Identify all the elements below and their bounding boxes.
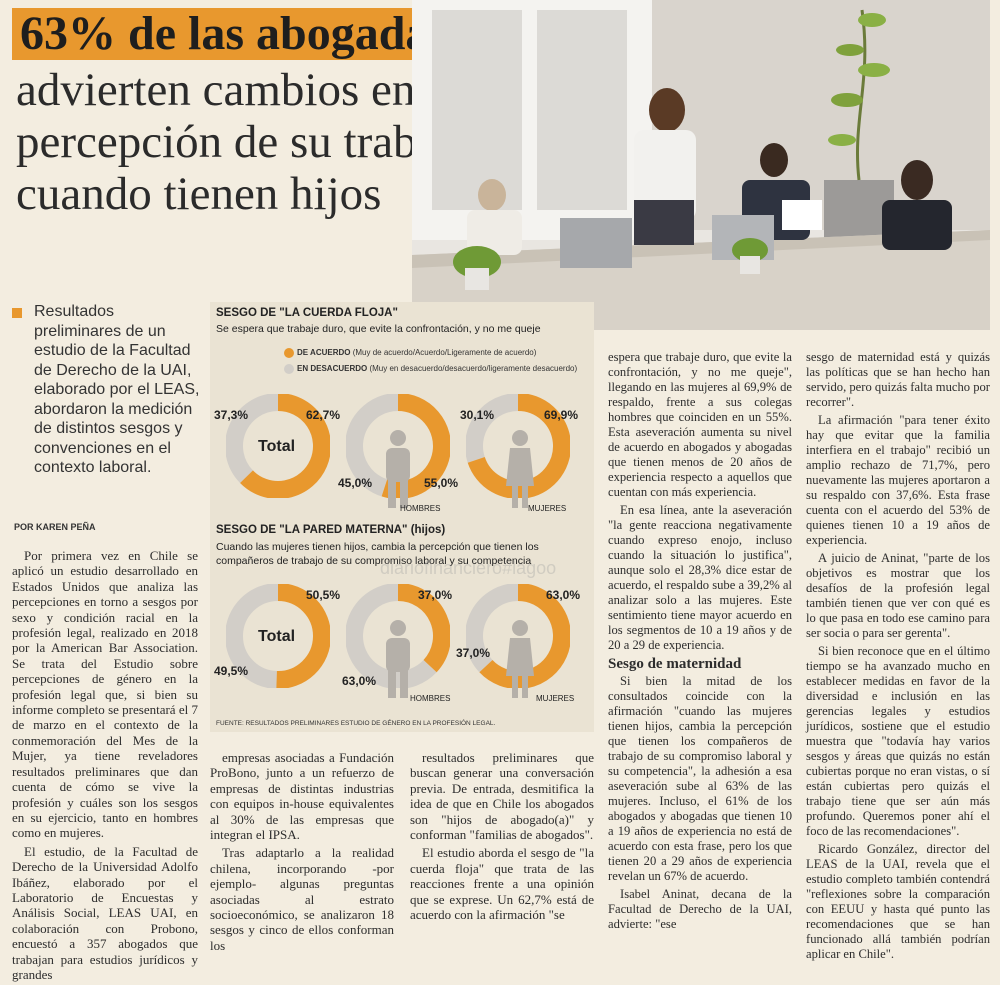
donut-slice-agree [397, 584, 450, 673]
man-silhouette-icon [386, 620, 410, 698]
pct-pared-mujeres-disagree: 37,0% [456, 646, 491, 660]
infographic: SESGO DE "LA CUERDA FLOJA" Se espera que… [210, 302, 594, 732]
section2-subtitle-1: Cuando las mujeres tienen hijos, cambia … [216, 541, 539, 553]
watermark: diariofinanciero#lagoo [380, 558, 557, 578]
headline: 63% de las abogadas advierten cambios en… [12, 8, 592, 220]
paragraph: sesgo de maternidad está y quizás las po… [806, 350, 990, 409]
lead-summary: Resultados preliminares de un estudio de… [12, 302, 200, 478]
legend-agree: DE ACUERDO (Muy de acuerdo/Acuerdo/Liger… [284, 348, 536, 358]
legend-agree-detail: (Muy de acuerdo/Acuerdo/Ligeramente de a… [352, 348, 537, 358]
pct-cuerda-total-disagree: 37,3% [214, 408, 249, 422]
donut-chart-pared-mujeres [466, 584, 570, 688]
article-column-3: resultados preliminares que buscan gener… [410, 750, 594, 925]
headline-highlight: 63% de las abogadas [12, 8, 457, 60]
article-column-1: Por primera vez en Chile se aplicó un es… [12, 548, 198, 985]
donut-slice-disagree [466, 584, 519, 673]
paragraph: Por primera vez en Chile se aplicó un es… [12, 548, 198, 841]
pct-pared-total-agree: 50,5% [306, 588, 341, 602]
paragraph: Si bien la mitad de los consultados coin… [608, 674, 792, 883]
woman-silhouette-icon [506, 430, 534, 508]
byline: POR KAREN PEÑA [14, 522, 96, 532]
donut-slice-agree [479, 584, 570, 688]
donut-slice-disagree [226, 394, 279, 483]
headline-line-2: advierten cambios en la [16, 64, 462, 116]
pct-cuerda-mujeres-agree: 69,9% [544, 408, 579, 422]
section2-subtitle-2: compañeros de trabajo de su compromiso l… [216, 555, 532, 567]
pct-cuerda-mujeres-disagree: 30,1% [460, 408, 495, 422]
paragraph: El estudio, de la Facultad de Derecho de… [12, 843, 198, 982]
paragraph: Isabel Aninat, decana de la Facultad de … [608, 887, 792, 931]
paragraph: empresas asociadas a Fundación ProBono, … [210, 750, 394, 843]
pct-pared-hombres-disagree: 63,0% [342, 674, 377, 688]
donut-slice-disagree [466, 394, 519, 463]
pct-pared-hombres-agree: 37,0% [418, 588, 453, 602]
donut-chart-pared-hombres [346, 584, 450, 688]
legend-disagree-detail: (Muy en desacuerdo/desacuerdo/ligerament… [369, 364, 578, 374]
donut-slice-disagree [346, 394, 399, 497]
donut-chart-cuerda-total [226, 394, 330, 498]
section1-subtitle: Se espera que trabaje duro, que evite la… [216, 323, 541, 335]
lead-text: Resultados preliminares de un estudio de… [34, 303, 200, 476]
legend-disagree-swatch [284, 364, 294, 374]
women-label: MUJERES [528, 504, 567, 513]
article-column-4: espera que trabaje duro, que evite la co… [608, 350, 792, 935]
article-column-5: sesgo de maternidad está y quizás las po… [806, 350, 990, 965]
donut-slice-disagree [346, 584, 437, 688]
headline-line-3: percepción de su trabajo [16, 116, 475, 168]
men-label: HOMBRES [410, 694, 451, 703]
donut-slice-agree [240, 394, 330, 498]
subhead-maternidad: Sesgo de maternidad [608, 656, 742, 672]
pct-cuerda-total-agree: 62,7% [306, 408, 341, 422]
donut-slice-agree [467, 394, 570, 498]
legend-agree-label: DE ACUERDO [297, 348, 351, 358]
article-column-2: empresas asociadas a Fundación ProBono, … [210, 750, 394, 956]
paragraph: En esa línea, ante la aseveración "la ge… [608, 503, 792, 652]
section2-title: SESGO DE "LA PARED MATERNA" (hijos) [216, 524, 446, 536]
pct-pared-mujeres-agree: 63,0% [546, 588, 581, 602]
legend-disagree-label: EN DESACUERDO [297, 364, 368, 374]
paragraph: Ricardo González, director del LEAS de l… [806, 842, 990, 961]
paragraph: resultados preliminares que buscan gener… [410, 750, 594, 843]
source-note: FUENTE: RESULTADOS PRELIMINARES ESTUDIO … [216, 720, 496, 727]
legend-agree-swatch [284, 348, 294, 358]
paragraph: espera que trabaje duro, que evite la co… [608, 350, 792, 499]
section1-title: SESGO DE "LA CUERDA FLOJA" [216, 307, 398, 319]
legend-disagree: EN DESACUERDO (Muy en desacuerdo/desacue… [284, 364, 577, 374]
donut-slice-disagree [226, 584, 279, 688]
man-silhouette-icon [386, 430, 410, 508]
donut-chart-pared-total [226, 584, 330, 688]
total-label: Total [258, 438, 296, 455]
men-label: HOMBRES [400, 504, 441, 513]
paragraph: Si bien reconoce que en el último tiempo… [806, 644, 990, 838]
pct-cuerda-hombres-disagree: 45,0% [338, 476, 373, 490]
headline-line-4: cuando tienen hijos [16, 168, 382, 220]
bullet-square-icon [12, 308, 22, 318]
donut-chart-cuerda-mujeres [466, 394, 570, 498]
women-label: MUJERES [536, 694, 575, 703]
paragraph: El estudio aborda el sesgo de "la cuerda… [410, 845, 594, 923]
woman-silhouette-icon [506, 620, 534, 698]
paragraph: La afirmación "para tener éxito hay que … [806, 413, 990, 547]
office-meeting-photo [412, 0, 990, 330]
paragraph: A juicio de Aninat, "parte de los objeti… [806, 551, 990, 640]
donut-slice-agree [276, 584, 330, 688]
total-label: Total [258, 628, 296, 645]
pct-cuerda-hombres-agree: 55,0% [424, 476, 459, 490]
pct-pared-total-disagree: 49,5% [214, 664, 249, 678]
paragraph: Tras adaptarlo a la realidad chilena, in… [210, 845, 394, 953]
